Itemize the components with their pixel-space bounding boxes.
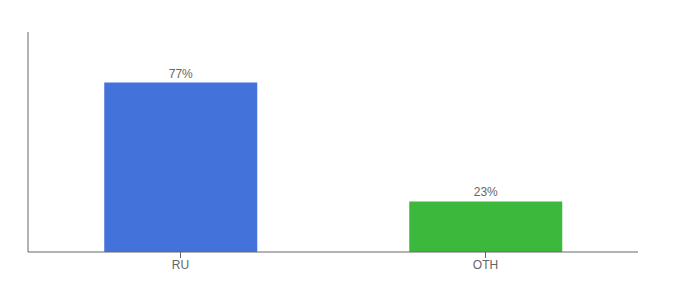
svg-text:RU: RU	[172, 258, 189, 272]
svg-text:23%: 23%	[474, 185, 498, 199]
svg-text:OTH: OTH	[473, 258, 498, 272]
svg-text:77%: 77%	[169, 67, 193, 81]
